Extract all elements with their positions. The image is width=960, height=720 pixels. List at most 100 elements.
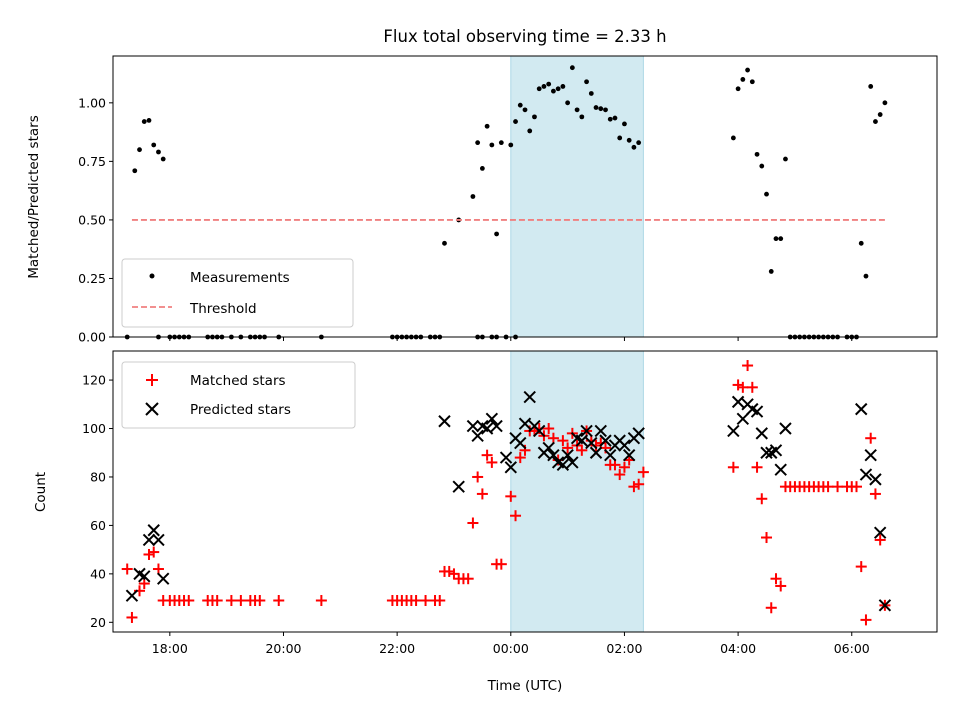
matched-star-point xyxy=(481,449,493,461)
matched-star-point xyxy=(874,534,886,546)
top-y-tick-label: 0.75 xyxy=(78,154,106,169)
matched-star-point xyxy=(727,461,739,473)
matched-star-point xyxy=(576,444,588,456)
matched-star-point xyxy=(225,595,237,607)
measurement-point xyxy=(574,107,580,113)
matched-star-point xyxy=(467,517,479,529)
measurement-point xyxy=(764,191,769,197)
bottom-y-tick-label: 120 xyxy=(82,373,106,388)
bottom-y-ticks: 20 40 60 80 100 120 xyxy=(82,373,113,630)
measurement-point xyxy=(141,119,147,124)
matched-star-point xyxy=(448,568,460,580)
measurement-point xyxy=(593,105,599,110)
predicted-star-point xyxy=(438,415,451,428)
predicted-star-point xyxy=(585,436,598,450)
measurement-point xyxy=(498,140,504,146)
bottom-y-tick-label: 100 xyxy=(82,421,106,436)
matched-stars-points xyxy=(121,360,891,626)
predicted-star-point xyxy=(755,427,768,440)
measurement-point xyxy=(137,147,142,153)
bottom-y-tick-label: 20 xyxy=(90,615,106,630)
matched-star-point xyxy=(235,595,247,607)
measurement-point xyxy=(626,137,632,143)
measurement-point xyxy=(551,88,556,94)
measurement-point xyxy=(546,81,552,87)
predicted-star-point xyxy=(859,468,873,481)
bottom-y-tick-label: 60 xyxy=(90,518,106,533)
bottom-plot-frame xyxy=(112,350,938,633)
top-y-ticks: 0.00 0.25 0.50 0.75 1.00 xyxy=(78,95,113,345)
bottom-y-tick-label: 80 xyxy=(90,469,106,484)
matched-star-point xyxy=(822,481,834,493)
measurement-point xyxy=(565,100,571,106)
matched-star-point xyxy=(742,360,754,372)
measurement-point xyxy=(151,142,157,148)
predicted-star-point xyxy=(156,572,170,585)
chart-title: Flux total observing time = 2.33 h xyxy=(383,27,666,46)
predicted-star-point xyxy=(731,395,745,409)
bottom-x-ticks: 18:00 20:00 22:00 00:00 02:00 04:00 06:00 xyxy=(152,632,870,656)
predicted-star-point xyxy=(485,412,499,426)
measurement-point xyxy=(863,273,869,279)
matched-star-point xyxy=(832,481,844,493)
measurement-point xyxy=(484,123,490,129)
matched-star-point xyxy=(770,573,782,585)
measurement-point xyxy=(754,151,760,157)
matched-star-point xyxy=(860,614,872,626)
observing-window-top xyxy=(510,56,644,337)
matched-star-point xyxy=(756,493,768,505)
predicted-star-point xyxy=(480,422,494,435)
measurement-point xyxy=(536,86,542,92)
matched-star-point xyxy=(510,510,522,522)
matched-star-point xyxy=(746,381,758,393)
measurement-point xyxy=(873,119,878,124)
measurement-point xyxy=(745,67,750,73)
predicted-star-point xyxy=(138,570,151,583)
measurement-point xyxy=(617,135,623,141)
predicted-star-point xyxy=(504,461,518,474)
predicted-star-point xyxy=(523,390,536,404)
measurement-point xyxy=(603,107,608,113)
measurement-point xyxy=(579,114,585,120)
top-y-tick-label: 1.00 xyxy=(78,95,106,110)
predicted-star-point xyxy=(736,412,750,426)
predicted-star-point xyxy=(769,444,783,457)
legend-matched-label: Matched stars xyxy=(190,373,286,389)
bottom-y-tick-label: 40 xyxy=(90,566,106,581)
measurement-point xyxy=(494,231,499,237)
matched-star-point xyxy=(855,561,867,573)
matched-star-point xyxy=(637,466,649,478)
matched-star-point xyxy=(505,490,517,502)
matched-star-point xyxy=(183,595,195,607)
top-y-tick-label: 0.00 xyxy=(78,330,106,345)
measurement-point xyxy=(778,236,784,242)
matched-star-point xyxy=(614,469,626,481)
measurement-point xyxy=(735,86,741,92)
observing-window-bottom xyxy=(510,351,644,632)
matched-star-point xyxy=(486,456,498,468)
predicted-star-point xyxy=(855,402,868,416)
predicted-star-point xyxy=(580,424,593,438)
predicted-star-point xyxy=(594,424,607,438)
predicted-star-point xyxy=(142,533,156,547)
matched-star-point xyxy=(732,379,744,391)
measurement-point xyxy=(773,236,779,242)
matched-star-point xyxy=(472,471,484,483)
measurement-point xyxy=(584,79,589,85)
predicted-star-point xyxy=(774,463,787,476)
bottom-x-tick-label: 06:00 xyxy=(834,641,870,656)
matched-star-point xyxy=(751,461,763,473)
top-y-axis-label: Matched/Predicted stars xyxy=(26,115,42,278)
matched-star-point xyxy=(865,432,877,444)
matched-star-point xyxy=(628,481,640,493)
matched-star-point xyxy=(562,442,574,454)
measurement-point xyxy=(858,240,864,246)
predicted-stars-points xyxy=(125,390,892,612)
measurement-point xyxy=(470,194,476,199)
measurement-point xyxy=(160,156,166,162)
predicted-star-point xyxy=(869,473,882,486)
matched-star-point xyxy=(869,488,881,500)
predicted-star-point xyxy=(760,446,773,459)
matched-star-point xyxy=(633,478,645,490)
